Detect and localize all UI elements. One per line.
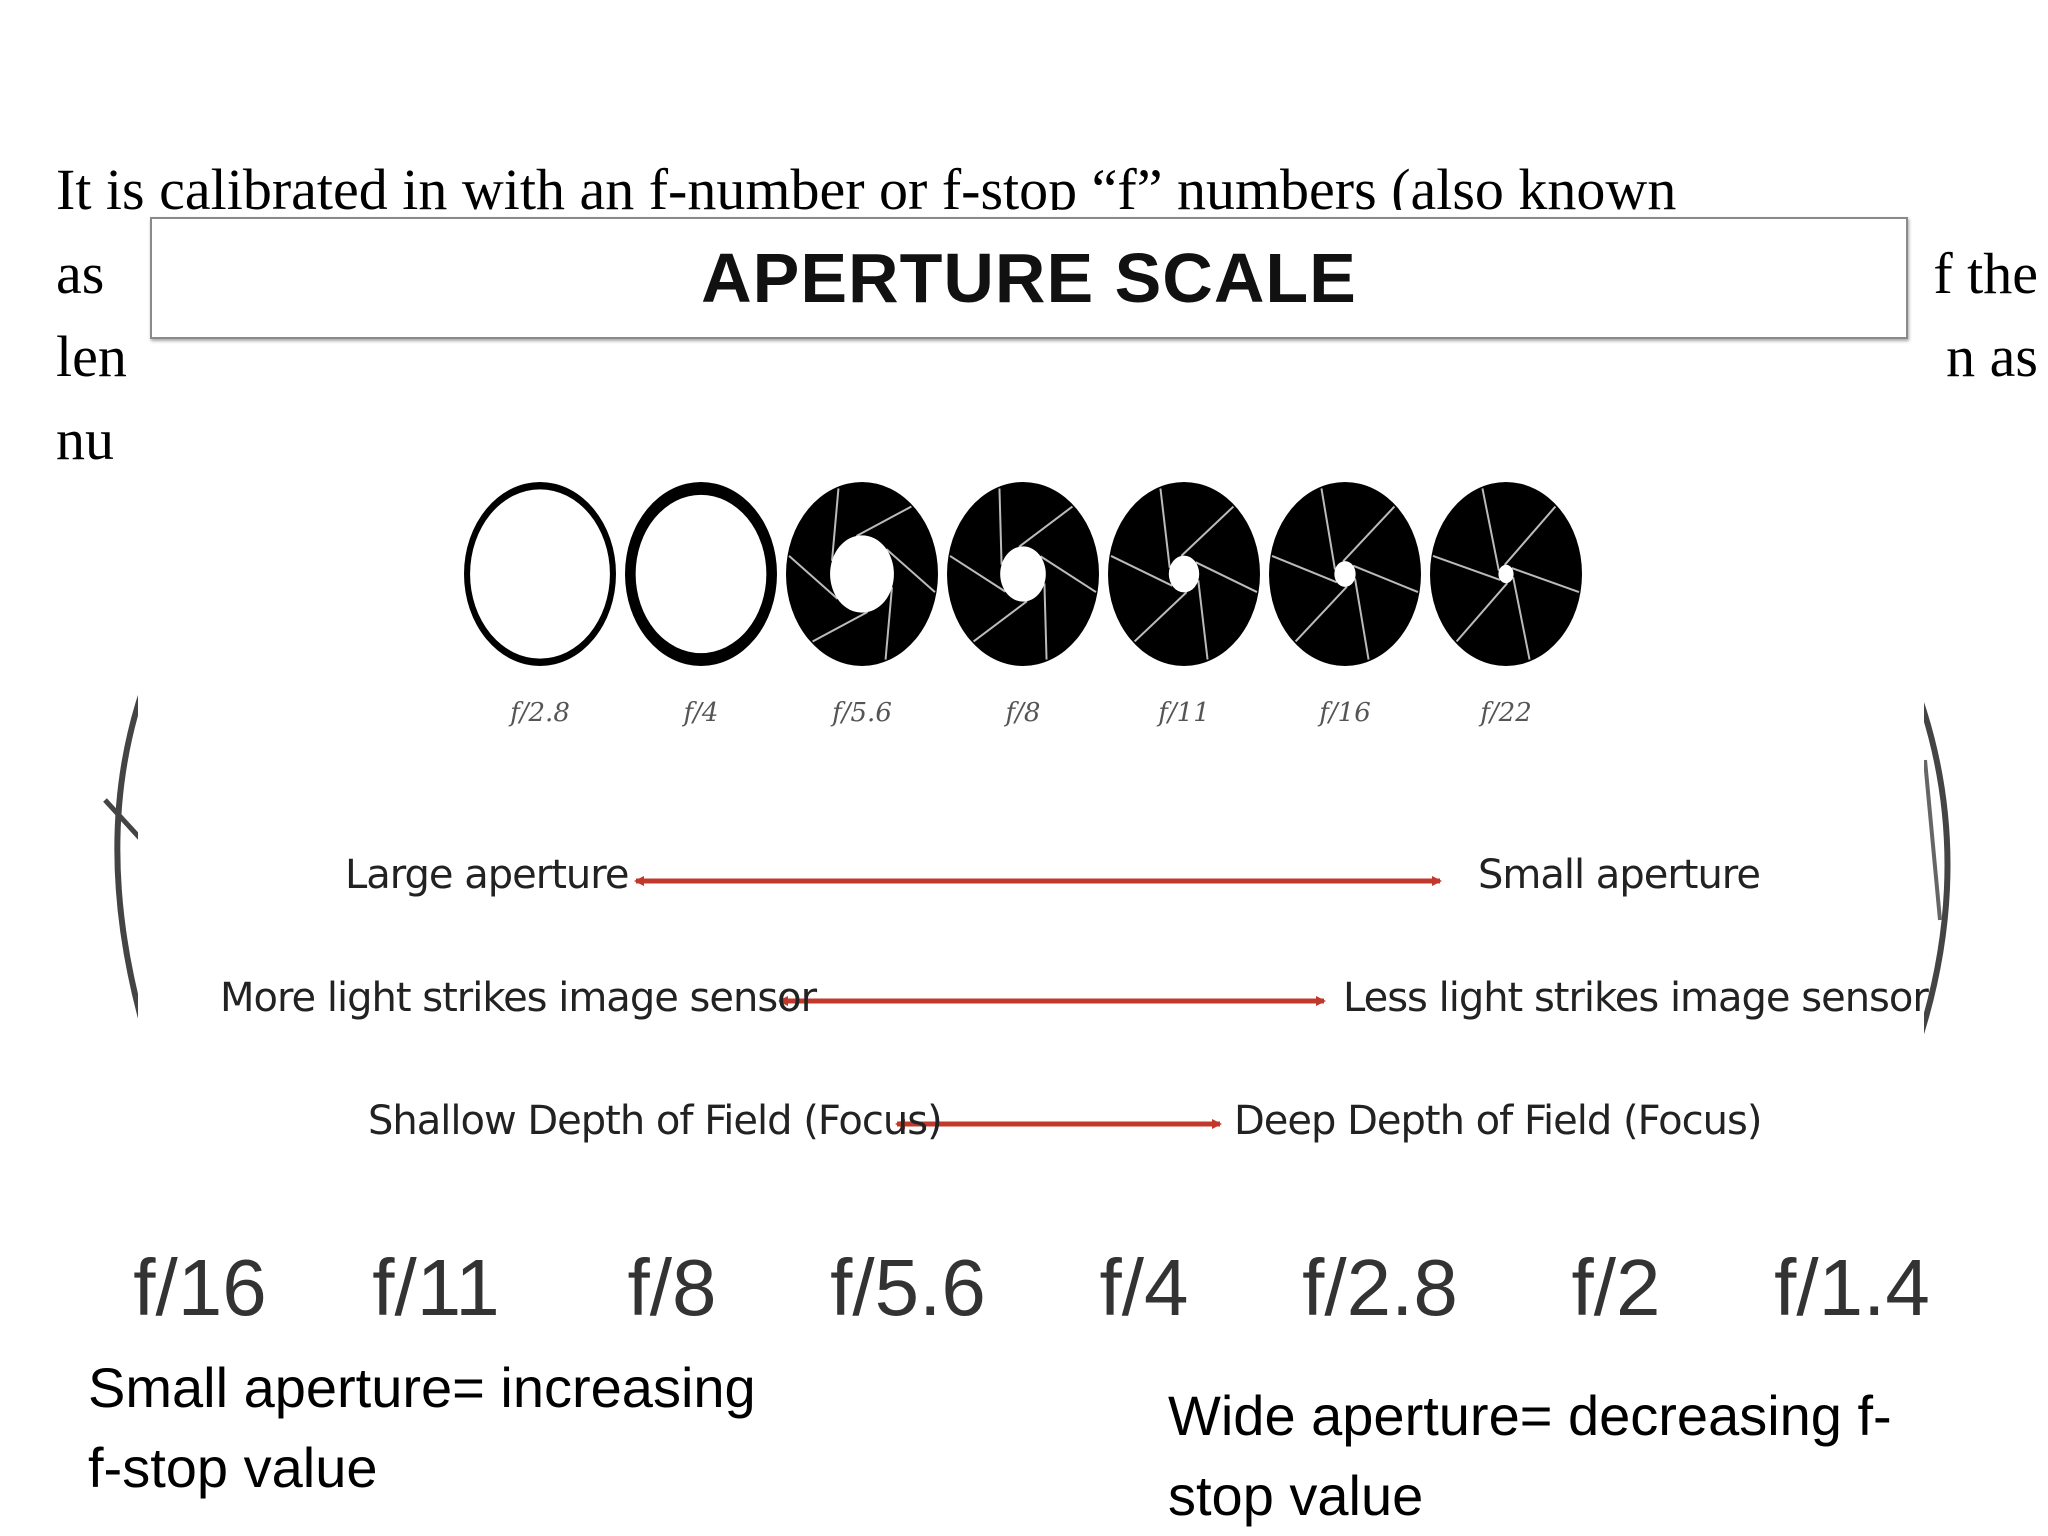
diagram-title: APERTURE SCALE <box>701 239 1357 317</box>
background-fstop-label: f/16 <box>133 1243 266 1332</box>
background-fstop-label: f/2 <box>1572 1243 1661 1332</box>
fstop-label: f/16 <box>1319 698 1371 728</box>
background-fstop-label: f/2.8 <box>1302 1243 1458 1332</box>
background-aperture-scale: f/16 f/11 f/8 f/5.6 f/4 f/2.8 f/2 f/1.4 <box>103 658 1951 1332</box>
caption-small-aperture-line2: f-stop value <box>88 1436 378 1499</box>
background-fstop-label: f/11 <box>372 1243 500 1332</box>
diagram-title-box: APERTURE SCALE <box>150 217 1908 339</box>
fstop-label: f/8 <box>1005 698 1041 728</box>
label-less-light: Less light strikes image sensor <box>1343 975 1929 1021</box>
background-lens-right-arc <box>1902 658 1951 1082</box>
paragraph-line-3: len n as <box>56 317 2038 397</box>
paragraph-line-2: as f the <box>56 234 2038 314</box>
background-fstop-label: f/1.4 <box>1774 1243 1930 1332</box>
fstop-label: f/22 <box>1480 698 1532 728</box>
label-large-aperture: Large aperture <box>345 852 629 898</box>
diagram-panel <box>138 210 1924 1090</box>
background-fstop-label: f/4 <box>1100 1243 1189 1332</box>
caption-small-aperture-line1: Small aperture= increasing <box>88 1356 756 1419</box>
fstop-label: f/5.6 <box>832 698 892 728</box>
label-shallow-dof: Shallow Depth of Field (Focus) <box>368 1098 943 1144</box>
background-lens-right-blade <box>1923 759 1942 921</box>
background-fstop-labels: f/16 f/11 f/8 f/5.6 f/4 f/2.8 f/2 f/1.4 <box>133 1243 1930 1332</box>
paragraph-line-3-right: n as <box>1946 324 2038 389</box>
fstop-label: f/11 <box>1158 698 1210 728</box>
label-small-aperture: Small aperture <box>1478 852 1761 898</box>
background-fstop-label: f/5.6 <box>830 1243 986 1332</box>
background-fstop-label: f/8 <box>628 1243 717 1332</box>
caption-wide-aperture-line2: stop value <box>1168 1464 1424 1527</box>
label-more-light: More light strikes image sensor <box>220 975 817 1021</box>
label-deep-dof: Deep Depth of Field (Focus) <box>1234 1098 1762 1144</box>
fstop-label: f/2.8 <box>510 698 570 728</box>
paragraph-line-4-left: nu <box>56 407 114 472</box>
paragraph-line-3-left: len <box>56 324 127 389</box>
paragraph-line-4: nu <box>56 400 2038 480</box>
caption-wide-aperture-line1: Wide aperture= decreasing f- <box>1168 1384 1892 1447</box>
paragraph-line-2-left: as <box>56 241 105 306</box>
fstop-label: f/4 <box>683 698 719 728</box>
paragraph-line-2-right: f the <box>1933 241 2038 306</box>
